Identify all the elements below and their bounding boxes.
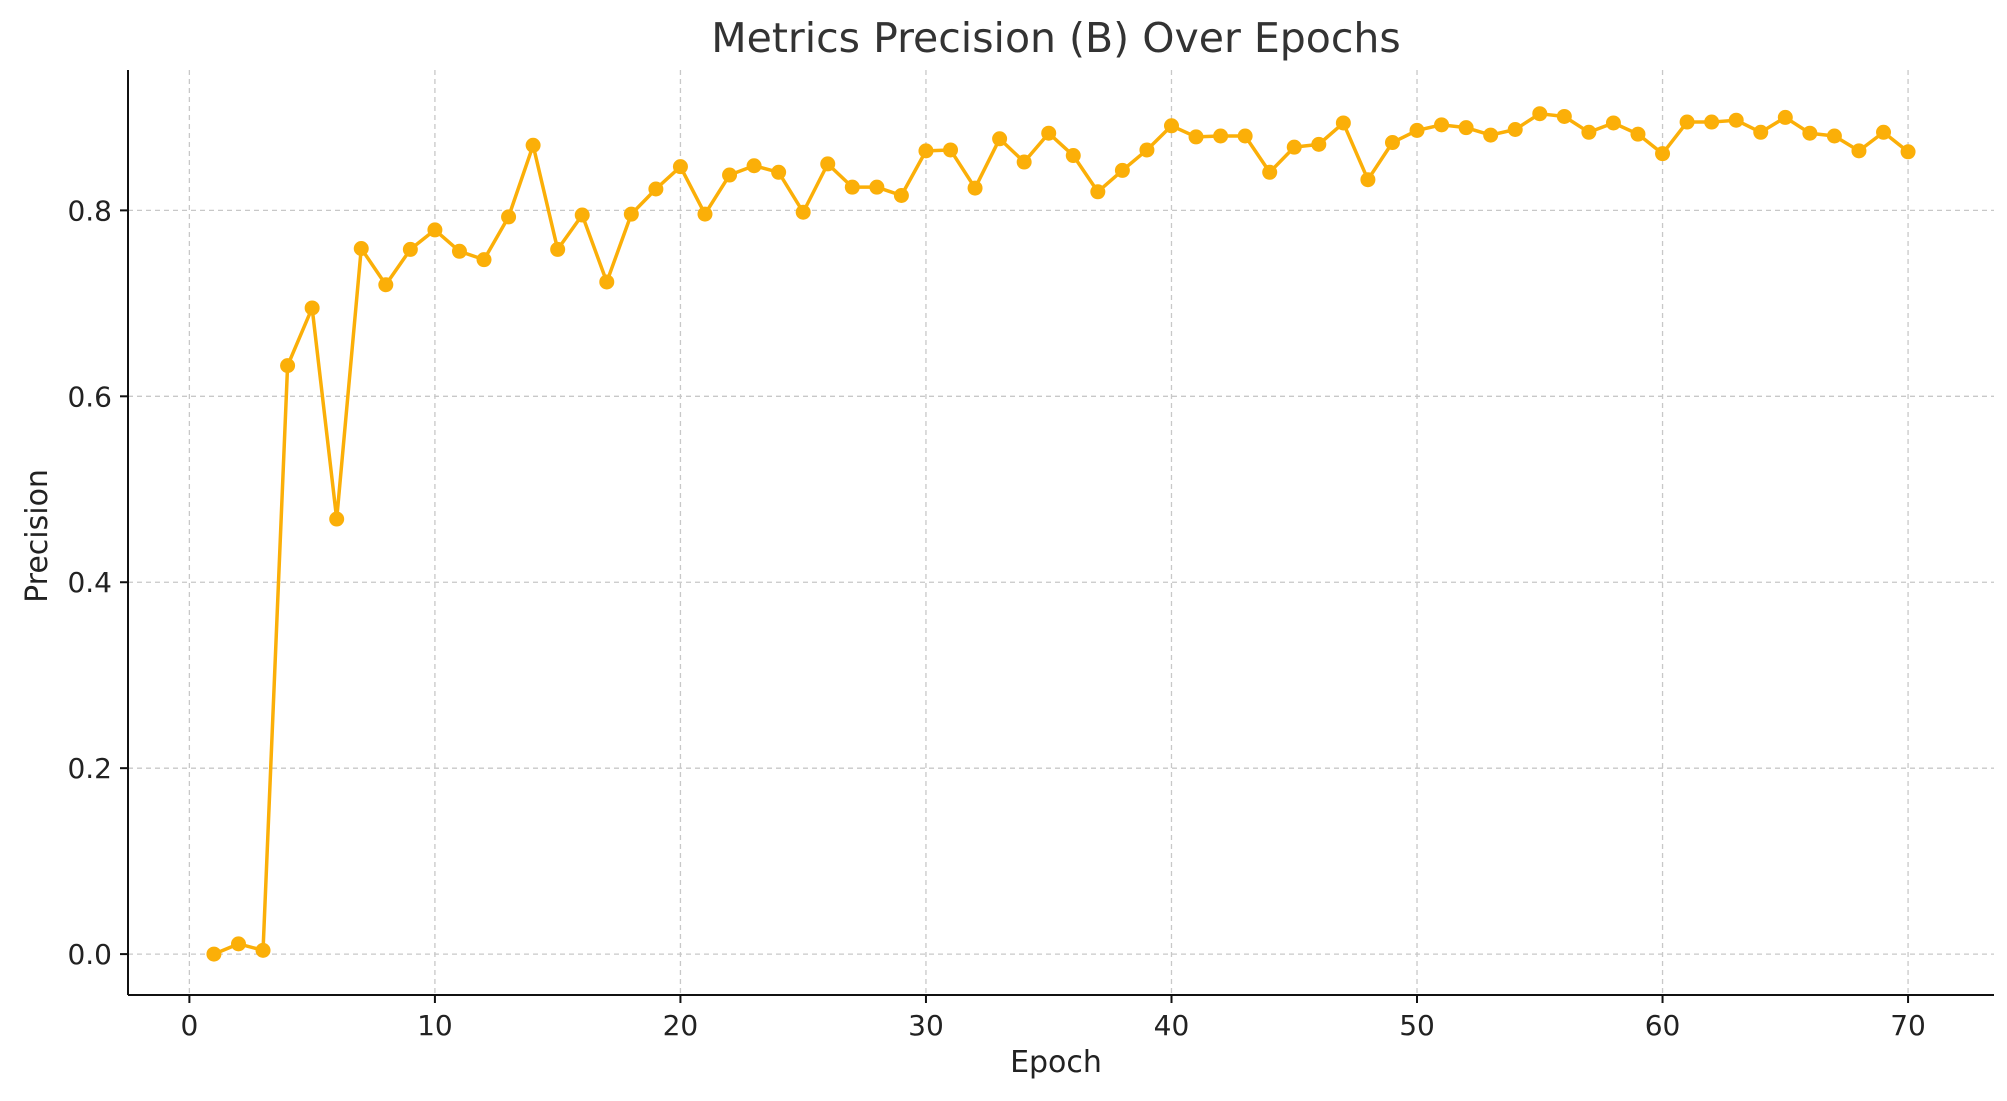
data-point [746,158,762,174]
data-point [230,936,246,952]
x-axis-title: Epoch [1010,1045,1102,1080]
data-point [623,206,639,222]
series [206,106,1916,962]
x-tick-label: 50 [1399,1009,1435,1042]
data-point [1409,122,1425,138]
data-point [1532,106,1548,122]
data-point [1876,124,1892,140]
data-point [918,143,934,159]
x-tick-label: 10 [417,1009,453,1042]
x-tick-label: 20 [663,1009,699,1042]
y-tick-label: 0.2 [67,752,112,785]
data-point [1900,144,1916,160]
data-point [378,277,394,293]
data-point [869,179,885,195]
data-point [1483,127,1499,143]
data-point [1016,154,1032,170]
data-point [206,946,222,962]
data-point [820,156,836,172]
data-point [1753,124,1769,140]
x-tick-label: 70 [1890,1009,1926,1042]
x-tick-label: 40 [1154,1009,1190,1042]
y-tick-label: 0.0 [67,938,112,971]
data-point [329,511,345,527]
data-point [1507,121,1523,137]
data-point [1262,164,1278,180]
data-point [967,180,983,196]
data-point [574,207,590,223]
data-point [1630,126,1646,142]
data-point [501,209,517,225]
y-tick-label: 0.8 [67,194,112,227]
data-point [1360,172,1376,188]
data-point [1090,184,1106,200]
data-point [795,204,811,220]
x-tick-label: 30 [908,1009,944,1042]
data-point [550,241,566,257]
x-tick-label: 0 [180,1009,198,1042]
x-tick-label: 60 [1645,1009,1681,1042]
axes [127,70,1994,996]
data-point [1139,142,1155,158]
data-point [1802,125,1818,141]
data-point [304,300,320,316]
data-point [525,137,541,153]
data-point [1163,118,1179,134]
data-point [1114,162,1130,178]
data-point [1311,136,1327,152]
data-point [697,206,713,222]
data-point [476,252,492,268]
data-point [1188,129,1204,145]
data-point [1065,148,1081,164]
data-point [648,181,664,197]
series-line [213,111,1910,956]
data-point [1728,112,1744,128]
data-point [402,241,418,257]
data-point [1679,114,1695,130]
data-point [1655,146,1671,162]
data-point [1556,108,1572,124]
data-point [893,188,909,204]
data-point [1826,128,1842,144]
data-point [1237,128,1253,144]
y-axis-title: Precision [20,469,55,603]
data-point [1581,124,1597,140]
y-tick-label: 0.6 [67,380,112,413]
data-point [943,142,959,158]
data-point [992,131,1008,147]
data-point [1213,128,1229,144]
data-point [1286,139,1302,155]
data-point [771,164,787,180]
data-point [672,159,688,175]
ticks: 0 10 20 30 40 50 60 70 0.0 0.2 0.4 0.6 0.8 [67,194,1925,1042]
data-point [1458,120,1474,136]
data-point [280,358,296,374]
data-point [599,274,615,290]
data-point [1605,115,1621,131]
data-point [722,167,738,183]
data-point [427,222,443,238]
data-point [1335,115,1351,131]
grid [128,70,1994,995]
data-point [1851,143,1867,159]
data-point [844,179,860,195]
y-tick-label: 0.4 [67,566,112,599]
chart-title: Metrics Precision (B) Over Epochs [711,14,1401,62]
data-point [451,243,467,259]
data-point [1704,114,1720,130]
data-point [1777,109,1793,125]
data-point [255,942,271,958]
data-point [1384,135,1400,151]
data-point [1434,117,1450,133]
data-point [353,240,369,256]
data-point [1041,125,1057,141]
